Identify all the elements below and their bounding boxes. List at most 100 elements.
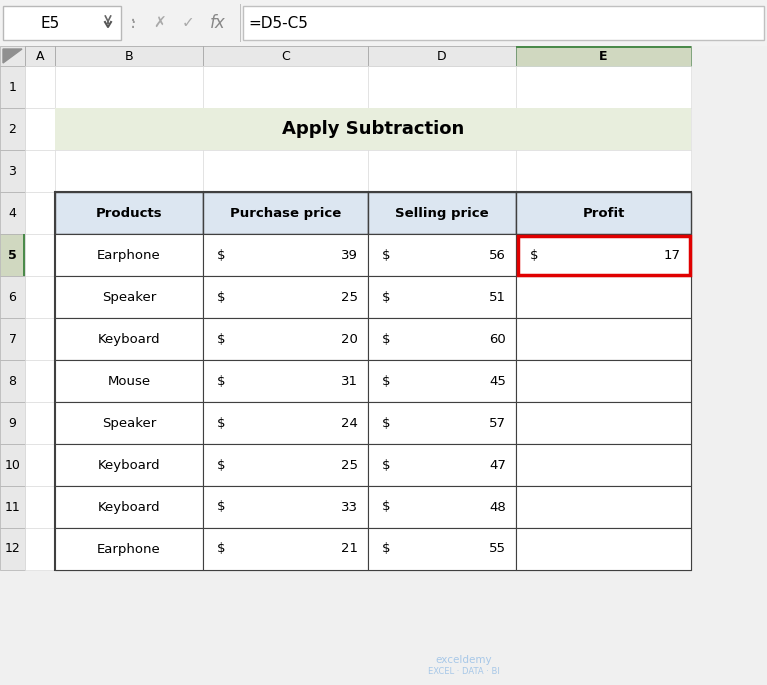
Bar	[55, 360, 203, 402]
Bar	[0, 150, 25, 192]
Text: Apply Subtraction: Apply Subtraction	[282, 120, 464, 138]
Bar	[516, 192, 691, 234]
Bar	[0, 276, 25, 318]
Bar	[368, 360, 516, 402]
Bar	[518, 236, 690, 275]
Bar	[55, 192, 203, 234]
Text: Keyboard: Keyboard	[97, 501, 160, 514]
Bar	[240, 4, 241, 42]
Bar	[203, 46, 368, 66]
Bar	[55, 46, 203, 66]
Bar	[55, 150, 203, 192]
Bar	[203, 234, 368, 276]
Bar	[243, 6, 764, 40]
Bar	[368, 402, 516, 444]
Bar	[368, 192, 516, 234]
Text: exceldemy: exceldemy	[435, 655, 492, 665]
Bar	[516, 46, 691, 66]
Bar	[368, 528, 516, 570]
Text: 4: 4	[8, 206, 16, 219]
Bar	[516, 318, 691, 360]
Bar	[0, 360, 25, 402]
Text: E: E	[599, 49, 607, 62]
Bar	[203, 444, 368, 486]
Text: 45: 45	[489, 375, 506, 388]
Text: 24: 24	[341, 416, 358, 429]
Text: 5: 5	[8, 249, 17, 262]
Text: $: $	[217, 375, 225, 388]
Bar	[368, 46, 516, 66]
Bar	[203, 402, 368, 444]
Bar	[203, 192, 368, 234]
Bar	[0, 444, 25, 486]
Bar	[0, 46, 25, 66]
Bar	[203, 192, 368, 234]
Text: $: $	[382, 290, 390, 303]
Bar	[55, 234, 203, 276]
Bar	[368, 276, 516, 318]
Bar	[25, 276, 55, 318]
Text: $: $	[382, 458, 390, 471]
Text: D: D	[437, 49, 447, 62]
Bar	[516, 444, 691, 486]
Bar	[516, 108, 691, 150]
Bar	[203, 486, 368, 528]
Bar	[203, 528, 368, 570]
Bar	[25, 444, 55, 486]
Bar	[516, 528, 691, 570]
Bar	[368, 360, 516, 402]
Text: EXCEL · DATA · BI: EXCEL · DATA · BI	[427, 667, 499, 675]
Text: 48: 48	[489, 501, 506, 514]
Bar	[516, 150, 691, 192]
Bar	[516, 276, 691, 318]
Text: $: $	[382, 501, 390, 514]
Text: 60: 60	[489, 332, 506, 345]
Text: $: $	[217, 290, 225, 303]
Bar	[55, 528, 203, 570]
Bar	[516, 402, 691, 444]
Bar	[368, 318, 516, 360]
Text: 56: 56	[489, 249, 506, 262]
Polygon shape	[3, 49, 22, 63]
Text: 2: 2	[8, 123, 16, 136]
Text: 55: 55	[489, 543, 506, 556]
Bar	[55, 276, 203, 318]
Text: $: $	[217, 458, 225, 471]
Text: 31: 31	[341, 375, 358, 388]
Text: Keyboard: Keyboard	[97, 458, 160, 471]
Text: 57: 57	[489, 416, 506, 429]
Bar	[516, 234, 691, 276]
Text: 33: 33	[341, 501, 358, 514]
Bar	[203, 234, 368, 276]
Bar	[25, 192, 55, 234]
Bar	[25, 234, 55, 276]
Text: $: $	[217, 416, 225, 429]
Bar	[55, 276, 203, 318]
Bar	[368, 234, 516, 276]
Text: 51: 51	[489, 290, 506, 303]
Bar	[25, 150, 55, 192]
Text: Earphone: Earphone	[97, 543, 161, 556]
Bar	[203, 318, 368, 360]
Bar	[55, 192, 203, 234]
Bar	[203, 486, 368, 528]
Bar	[368, 402, 516, 444]
Text: 8: 8	[8, 375, 17, 388]
Text: Speaker: Speaker	[102, 290, 156, 303]
Bar	[0, 486, 25, 528]
Text: $: $	[382, 375, 390, 388]
Bar	[25, 402, 55, 444]
Bar	[25, 66, 55, 108]
Text: fx: fx	[210, 14, 225, 32]
Bar	[55, 486, 203, 528]
Bar	[203, 66, 368, 108]
Bar	[368, 486, 516, 528]
Bar	[203, 276, 368, 318]
Text: Profit: Profit	[582, 206, 624, 219]
Bar	[368, 276, 516, 318]
Bar	[516, 444, 691, 486]
Text: 25: 25	[341, 458, 358, 471]
Text: 12: 12	[5, 543, 21, 556]
Bar	[368, 234, 516, 276]
Text: $: $	[217, 249, 225, 262]
